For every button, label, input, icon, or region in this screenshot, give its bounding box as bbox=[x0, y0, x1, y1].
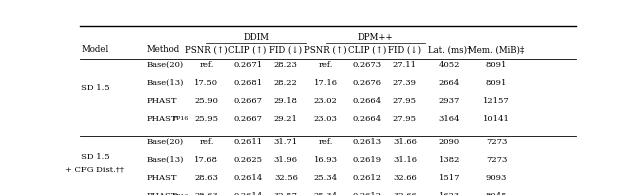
Text: FP16: FP16 bbox=[173, 116, 189, 121]
Text: Mem. (MiB)‡: Mem. (MiB)‡ bbox=[468, 45, 525, 54]
Text: Lat. (ms)†: Lat. (ms)† bbox=[428, 45, 471, 54]
Text: 2937: 2937 bbox=[439, 97, 460, 105]
Text: 32.56: 32.56 bbox=[274, 174, 298, 182]
Text: Base(20): Base(20) bbox=[147, 138, 184, 146]
Text: PSNR (↑): PSNR (↑) bbox=[304, 45, 347, 54]
Text: 28.22: 28.22 bbox=[274, 79, 298, 87]
Text: Base(13): Base(13) bbox=[147, 156, 184, 164]
Text: 27.39: 27.39 bbox=[393, 79, 417, 87]
Text: ref.: ref. bbox=[199, 61, 214, 69]
Text: 0.2613: 0.2613 bbox=[352, 138, 381, 146]
Text: 31.16: 31.16 bbox=[393, 156, 417, 164]
Text: 25.34: 25.34 bbox=[314, 192, 337, 195]
Text: 29.21: 29.21 bbox=[274, 115, 298, 123]
Text: FID (↓): FID (↓) bbox=[388, 45, 422, 54]
Text: + CFG Dist.††: + CFG Dist.†† bbox=[65, 166, 124, 174]
Text: 10141: 10141 bbox=[483, 115, 510, 123]
Text: 9093: 9093 bbox=[486, 174, 508, 182]
Text: 0.2664: 0.2664 bbox=[352, 97, 381, 105]
Text: Method: Method bbox=[147, 45, 180, 54]
Text: PSNR (↑): PSNR (↑) bbox=[185, 45, 228, 54]
Text: ref.: ref. bbox=[199, 138, 214, 146]
Text: 28.63: 28.63 bbox=[195, 192, 218, 195]
Text: Model: Model bbox=[81, 45, 109, 54]
Text: 0.2614: 0.2614 bbox=[233, 174, 262, 182]
Text: 1623: 1623 bbox=[439, 192, 460, 195]
Text: 23.02: 23.02 bbox=[314, 97, 337, 105]
Text: 12157: 12157 bbox=[483, 97, 510, 105]
Text: 0.2619: 0.2619 bbox=[352, 156, 381, 164]
Text: DPM++: DPM++ bbox=[357, 33, 393, 42]
Text: 27.11: 27.11 bbox=[393, 61, 417, 69]
Text: 28.63: 28.63 bbox=[195, 174, 218, 182]
Text: 0.2612: 0.2612 bbox=[352, 192, 381, 195]
Text: PHAST: PHAST bbox=[147, 192, 177, 195]
Text: 32.57: 32.57 bbox=[274, 192, 298, 195]
Text: 2090: 2090 bbox=[439, 138, 460, 146]
Text: 17.50: 17.50 bbox=[195, 79, 218, 87]
Text: PHAST: PHAST bbox=[147, 97, 177, 105]
Text: 32.66: 32.66 bbox=[393, 174, 417, 182]
Text: 8091: 8091 bbox=[486, 79, 508, 87]
Text: 2664: 2664 bbox=[439, 79, 460, 87]
Text: 0.2614: 0.2614 bbox=[233, 192, 262, 195]
Text: 4052: 4052 bbox=[439, 61, 460, 69]
Text: 1382: 1382 bbox=[439, 156, 460, 164]
Text: 0.2667: 0.2667 bbox=[233, 115, 262, 123]
Text: CLIP (↑): CLIP (↑) bbox=[348, 45, 386, 54]
Text: PHAST: PHAST bbox=[147, 174, 177, 182]
Text: CLIP (↑): CLIP (↑) bbox=[228, 45, 267, 54]
Text: 28.23: 28.23 bbox=[274, 61, 298, 69]
Text: 0.2673: 0.2673 bbox=[352, 61, 381, 69]
Text: FID (↓): FID (↓) bbox=[269, 45, 303, 54]
Text: ref.: ref. bbox=[318, 61, 333, 69]
Text: 8091: 8091 bbox=[486, 61, 508, 69]
Text: 0.2671: 0.2671 bbox=[233, 61, 262, 69]
Text: 1517: 1517 bbox=[439, 174, 460, 182]
Text: 0.2667: 0.2667 bbox=[233, 97, 262, 105]
Text: SD 1.5: SD 1.5 bbox=[81, 84, 109, 92]
Text: 17.16: 17.16 bbox=[314, 79, 337, 87]
Text: 7273: 7273 bbox=[486, 138, 508, 146]
Text: 16.93: 16.93 bbox=[314, 156, 337, 164]
Text: 29.18: 29.18 bbox=[274, 97, 298, 105]
Text: Base(20): Base(20) bbox=[147, 61, 184, 69]
Text: 31.96: 31.96 bbox=[274, 156, 298, 164]
Text: 31.71: 31.71 bbox=[274, 138, 298, 146]
Text: 0.2625: 0.2625 bbox=[233, 156, 262, 164]
Text: 7273: 7273 bbox=[486, 156, 508, 164]
Text: 31.66: 31.66 bbox=[393, 138, 417, 146]
Text: 27.95: 27.95 bbox=[393, 97, 417, 105]
Text: 25.95: 25.95 bbox=[195, 115, 218, 123]
Text: FP16: FP16 bbox=[173, 193, 189, 195]
Text: 0.2676: 0.2676 bbox=[352, 79, 381, 87]
Text: SD 1.5: SD 1.5 bbox=[81, 153, 109, 161]
Text: 0.2681: 0.2681 bbox=[233, 79, 262, 87]
Text: 3164: 3164 bbox=[439, 115, 460, 123]
Text: 17.68: 17.68 bbox=[195, 156, 218, 164]
Text: DDIM: DDIM bbox=[243, 33, 269, 42]
Text: 25.90: 25.90 bbox=[195, 97, 218, 105]
Text: 8045: 8045 bbox=[486, 192, 508, 195]
Text: 27.95: 27.95 bbox=[393, 115, 417, 123]
Text: 23.03: 23.03 bbox=[314, 115, 337, 123]
Text: PHAST: PHAST bbox=[147, 115, 177, 123]
Text: Base(13): Base(13) bbox=[147, 79, 184, 87]
Text: ref.: ref. bbox=[318, 138, 333, 146]
Text: 0.2611: 0.2611 bbox=[233, 138, 262, 146]
Text: 32.66: 32.66 bbox=[393, 192, 417, 195]
Text: 0.2612: 0.2612 bbox=[352, 174, 381, 182]
Text: 25.34: 25.34 bbox=[314, 174, 337, 182]
Text: 0.2664: 0.2664 bbox=[352, 115, 381, 123]
